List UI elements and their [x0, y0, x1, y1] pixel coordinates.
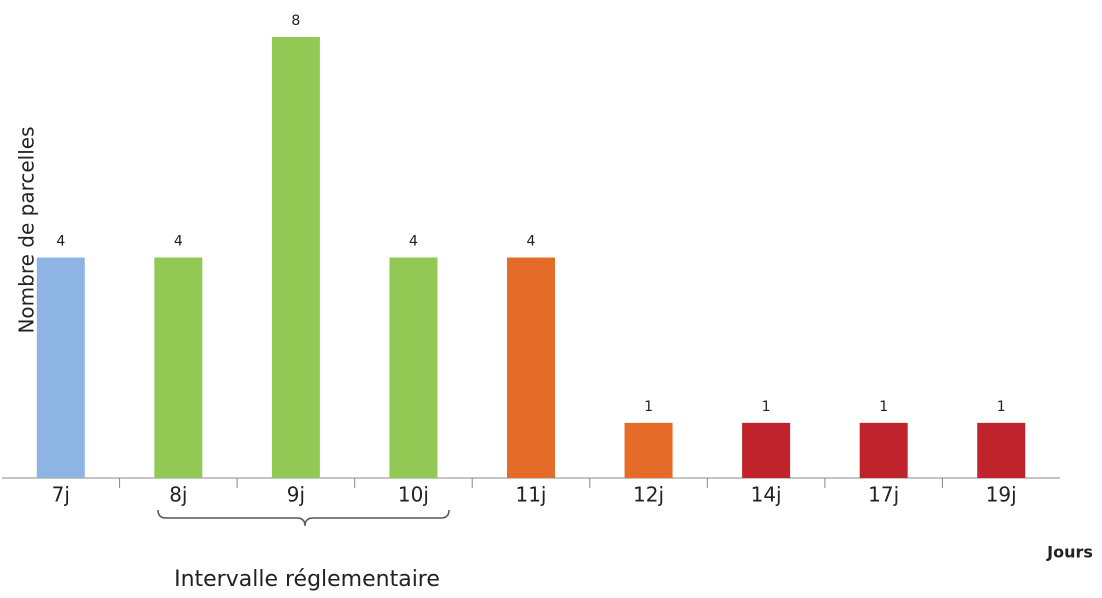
value-label: 1 [762, 399, 771, 415]
value-label: 8 [291, 13, 300, 29]
x-tick-label: 7j [52, 483, 70, 507]
x-axis-label: Jours [1046, 543, 1093, 562]
bar [389, 257, 438, 478]
value-label: 4 [174, 234, 183, 250]
bar [859, 422, 908, 478]
bar [271, 37, 320, 478]
bar [977, 422, 1026, 478]
bar [742, 422, 791, 478]
x-tick-label: 17j [868, 483, 899, 507]
value-label: 4 [409, 234, 418, 250]
x-tick-label: 12j [633, 483, 664, 507]
annotation: Intervalle réglementaire [174, 567, 440, 592]
value-label: 4 [56, 234, 65, 250]
bar [154, 257, 203, 478]
x-tick-label: 9j [287, 483, 305, 507]
bar [507, 257, 555, 478]
x-tick-label: 14j [751, 483, 782, 507]
x-tick-label: 19j [986, 483, 1017, 507]
value-label: 1 [879, 399, 888, 415]
y-axis-label: Nombre de parcelles [15, 126, 39, 333]
x-tick-label: 10j [398, 483, 429, 507]
x-tick-label: 8j [169, 483, 187, 507]
bar [36, 257, 85, 478]
brace [157, 509, 450, 527]
value-label: 4 [527, 234, 536, 250]
value-label: 1 [997, 399, 1006, 415]
bar [624, 422, 673, 478]
x-tick-label: 11j [515, 483, 546, 507]
value-label: 1 [644, 399, 653, 415]
